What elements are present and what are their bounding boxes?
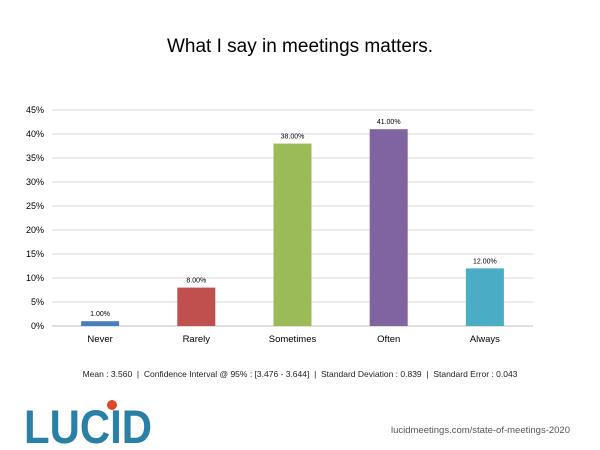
- y-tick-label: 10%: [26, 273, 44, 283]
- data-label: 8.00%: [186, 278, 206, 285]
- data-label: 41.00%: [377, 119, 401, 126]
- bar-sometimes: [273, 143, 312, 326]
- y-tick-label: 20%: [26, 225, 44, 235]
- y-tick-label: 0%: [31, 321, 44, 331]
- bar-never: [81, 321, 120, 326]
- data-label: 12.00%: [473, 258, 497, 265]
- x-tick-label: Never: [87, 334, 112, 345]
- source-url: lucidmeetings.com/state-of-meetings-2020: [390, 425, 570, 436]
- data-labels: 1.00% 8.00% 38.00% 41.00% 12.00%: [90, 119, 497, 318]
- bar-always: [465, 268, 504, 326]
- y-tick-label: 5%: [31, 297, 44, 307]
- x-tick-label: Often: [377, 334, 400, 345]
- data-label: 38.00%: [281, 134, 305, 141]
- y-tick-label: 15%: [26, 249, 44, 259]
- x-tick-label: Always: [470, 334, 500, 345]
- logo-text: LUCID: [24, 400, 152, 447]
- bar-chart: 0% 5% 10% 15% 20% 25% 30% 35% 40% 45% 1.00% 8.00% 3…: [26, 105, 533, 345]
- x-tick-label: Sometimes: [269, 334, 317, 345]
- bar-often: [369, 129, 408, 326]
- y-tick-label: 30%: [26, 177, 44, 187]
- y-tick-label: 40%: [26, 129, 44, 139]
- bars: [81, 129, 504, 326]
- statistics-summary: Mean : 3.560 | Confidence Interval @ 95%…: [82, 369, 518, 379]
- x-tick-label: Rarely: [183, 334, 211, 345]
- logo-dot: [107, 400, 117, 410]
- x-axis-ticks: Never Rarely Sometimes Often Always: [87, 334, 500, 345]
- bar-rarely: [177, 287, 216, 326]
- y-tick-label: 35%: [26, 153, 44, 163]
- y-axis-ticks: 0% 5% 10% 15% 20% 25% 30% 35% 40% 45%: [26, 105, 44, 331]
- lucid-logo: LUCID: [24, 400, 152, 447]
- data-label: 1.00%: [90, 311, 110, 318]
- y-tick-label: 25%: [26, 201, 44, 211]
- chart-title: What I say in meetings matters.: [166, 36, 434, 57]
- y-tick-label: 45%: [26, 105, 44, 115]
